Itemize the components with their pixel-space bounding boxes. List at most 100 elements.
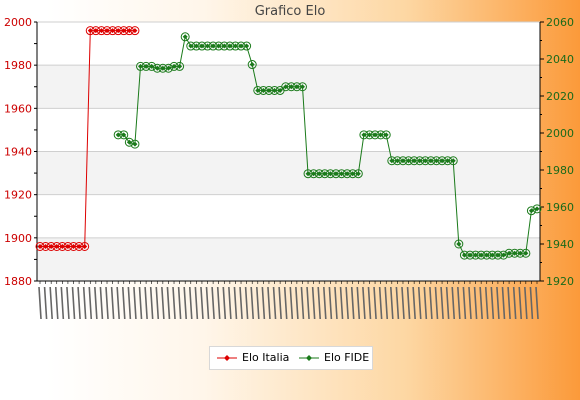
elo-italia-marker [48, 243, 54, 249]
elo-fide-marker [383, 132, 389, 138]
x-axis-tick-label [384, 286, 389, 320]
x-axis-tick-label [133, 286, 137, 320]
x-axis-tick-label [211, 286, 215, 320]
x-axis-tick-label [457, 286, 461, 320]
elo-fide-marker [417, 158, 423, 164]
elo-fide-point [297, 82, 307, 92]
elo-fide-marker [266, 87, 272, 93]
elo-italia-marker [126, 28, 132, 34]
elo-fide-marker [450, 158, 456, 164]
elo-fide-marker [255, 87, 261, 93]
x-axis-tick-label [205, 286, 210, 320]
elo-fide-point [242, 41, 252, 51]
elo-fide-marker [154, 65, 160, 71]
x-axis-tick-label [362, 286, 366, 320]
elo-fide-marker [121, 132, 127, 138]
x-axis-tick-label [395, 286, 400, 320]
elo-italia-point [80, 241, 90, 251]
elo-fide-point [180, 32, 190, 42]
x-axis-tick-label [149, 286, 154, 320]
x-axis-tick-label [144, 286, 148, 320]
x-axis-tick-label [507, 286, 511, 320]
elo-fide-marker [160, 65, 166, 71]
elo-fide-marker [238, 43, 244, 49]
x-axis-tick-label [172, 286, 176, 320]
elo-fide-marker [467, 252, 473, 258]
elo-fide-marker [512, 250, 518, 256]
elo-fide-marker [378, 132, 384, 138]
x-axis-tick-label [194, 286, 199, 320]
plot-band [37, 108, 540, 152]
x-axis-tick-label [412, 286, 416, 320]
elo-fide-marker [523, 250, 529, 256]
right-axis-tick-label: 1940 [546, 238, 574, 251]
x-axis-tick-label [222, 286, 227, 320]
x-axis-tick-label [311, 286, 316, 320]
x-axis-tick-label [356, 286, 361, 320]
x-axis-tick-label [322, 286, 327, 320]
elo-fide-marker [489, 252, 495, 258]
x-axis-tick-label [127, 286, 132, 320]
elo-fide-marker [277, 87, 283, 93]
elo-fide-marker [138, 63, 144, 69]
legend-label-elo-italia: Elo Italia [242, 351, 290, 364]
elo-fide-marker [461, 252, 467, 258]
x-axis-tick-label [233, 286, 238, 320]
elo-fide-marker [355, 171, 361, 177]
x-axis-tick-label [378, 286, 383, 320]
elo-italia-marker [121, 28, 127, 34]
elo-fide-marker [260, 87, 266, 93]
x-axis-tick-label [496, 286, 500, 320]
x-axis-tick-label [468, 286, 472, 320]
x-axis-tick-label [177, 286, 182, 320]
elo-fide-marker [406, 158, 412, 164]
x-axis-tick-label [261, 286, 266, 320]
x-axis-tick-label [535, 286, 539, 320]
elo-fide-point [532, 204, 542, 214]
elo-fide-marker [433, 158, 439, 164]
left-axis-tick-label: 1960 [4, 102, 32, 115]
x-axis-tick-label [82, 286, 87, 320]
x-axis-tick-label [334, 286, 338, 320]
elo-fide-marker [327, 171, 333, 177]
x-axis-tick-label [529, 286, 534, 320]
elo-fide-line [118, 35, 538, 256]
elo-fide-marker [394, 158, 400, 164]
x-axis-tick-label [110, 286, 115, 320]
x-axis-tick-label [317, 286, 322, 320]
elo-italia-marker [37, 243, 43, 249]
elo-fide-marker [473, 252, 479, 258]
elo-fide-marker [445, 158, 451, 164]
elo-fide-marker [143, 63, 149, 69]
elo-fide-marker [350, 171, 356, 177]
elo-fide-marker [400, 158, 406, 164]
x-axis-tick-label [518, 286, 523, 320]
left-axis-tick-label: 1980 [4, 59, 32, 72]
elo-fide-marker [361, 132, 367, 138]
elo-italia-marker [93, 28, 99, 34]
x-axis-tick-label [228, 286, 232, 320]
x-axis-tick-label [200, 286, 204, 320]
left-axis-tick-label: 1940 [4, 146, 32, 159]
elo-italia-marker [59, 243, 65, 249]
x-axis-tick-label [88, 286, 93, 320]
elo-fide-marker [182, 34, 188, 40]
right-axis-tick-label: 1980 [546, 164, 574, 177]
elo-italia-marker [87, 28, 93, 34]
elo-fide-marker [478, 252, 484, 258]
elo-italia-marker [110, 28, 116, 34]
elo-fide-marker [221, 43, 227, 49]
elo-fide-marker [210, 43, 216, 49]
elo-fide-point [163, 63, 173, 73]
elo-fide-marker [506, 250, 512, 256]
elo-italia-marker [71, 243, 77, 249]
x-axis-tick-label [524, 286, 528, 320]
elo-fide-point [498, 250, 508, 260]
x-axis-tick-label [138, 286, 143, 320]
elo-fide-marker [115, 132, 121, 138]
elo-italia-marker [98, 28, 104, 34]
elo-fide-point [526, 206, 536, 216]
elo-fide-point [124, 137, 134, 147]
